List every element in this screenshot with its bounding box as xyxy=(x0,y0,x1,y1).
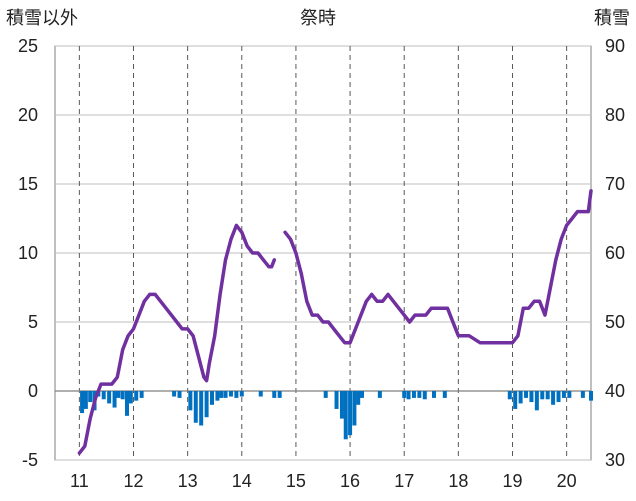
bar xyxy=(556,391,561,403)
bar-series xyxy=(80,391,593,440)
bar xyxy=(406,391,411,400)
x-tick-label: 16 xyxy=(340,471,360,491)
bar xyxy=(540,391,545,400)
bar xyxy=(343,391,348,440)
bar xyxy=(348,391,353,436)
bar xyxy=(518,391,523,404)
bar xyxy=(356,391,361,405)
bar xyxy=(580,391,585,398)
bar xyxy=(507,391,512,400)
bar xyxy=(193,391,198,423)
bar xyxy=(116,391,121,398)
y-left-tick-label: -5 xyxy=(22,450,38,470)
bar xyxy=(258,391,263,397)
bar xyxy=(177,391,182,398)
y-axis-left-label: 積雪以外 xyxy=(6,8,78,29)
bar xyxy=(239,391,244,397)
y-right-tick-label: 60 xyxy=(605,243,625,263)
bar xyxy=(107,391,112,404)
bar xyxy=(567,391,572,398)
bar xyxy=(120,391,125,400)
bar xyxy=(352,391,357,426)
x-tick-label: 12 xyxy=(123,471,143,491)
bar xyxy=(272,391,277,398)
y-axis-right-label: 積雪 xyxy=(594,8,630,29)
bar xyxy=(125,391,130,416)
bar xyxy=(417,391,422,398)
chart-title: 祭時 xyxy=(300,8,336,29)
x-tick-label: 14 xyxy=(232,471,252,491)
y-left-tick-label: 20 xyxy=(18,105,38,125)
bar xyxy=(534,391,539,411)
bar xyxy=(524,391,529,398)
x-tick-label: 17 xyxy=(394,471,414,491)
bar xyxy=(442,391,447,398)
bar xyxy=(139,391,144,398)
bar xyxy=(188,391,193,411)
line-series xyxy=(77,189,593,455)
y-right-tick-label: 70 xyxy=(605,174,625,194)
y-right-tick-label: 90 xyxy=(605,36,625,56)
bar xyxy=(210,391,215,405)
bar xyxy=(551,391,556,405)
y-left-tick-label: 25 xyxy=(18,36,38,56)
bar xyxy=(513,391,518,409)
bar xyxy=(112,391,117,408)
bar xyxy=(215,391,220,401)
bar xyxy=(101,391,106,400)
x-tick-label: 13 xyxy=(178,471,198,491)
tick-labels: 25 90 20 80 15 70 10 60 5 50 0 40 -5 30 11 12 13 14 15 16 17… xyxy=(18,36,625,491)
bar xyxy=(128,391,133,404)
bar xyxy=(411,391,416,398)
bar xyxy=(223,391,228,398)
y-right-tick-label: 40 xyxy=(605,381,625,401)
y-left-tick-label: 0 xyxy=(28,381,38,401)
bar xyxy=(339,391,344,419)
x-tick-label: 18 xyxy=(448,471,468,491)
series-line xyxy=(77,223,277,455)
bar xyxy=(228,391,233,397)
series-line xyxy=(283,189,593,345)
x-tick-label: 15 xyxy=(286,471,306,491)
bar xyxy=(134,391,139,401)
bar xyxy=(204,391,209,418)
bar xyxy=(359,391,364,398)
bar xyxy=(234,391,239,398)
bar xyxy=(431,391,436,398)
x-tick-label: 20 xyxy=(557,471,577,491)
y-left-tick-label: 10 xyxy=(18,243,38,263)
y-right-tick-label: 30 xyxy=(605,450,625,470)
y-right-tick-label: 50 xyxy=(605,312,625,332)
bar xyxy=(529,391,534,403)
bar xyxy=(402,391,407,398)
bar xyxy=(80,391,85,414)
bar xyxy=(277,391,282,398)
bar xyxy=(589,391,593,401)
bar xyxy=(323,391,328,398)
bar xyxy=(199,391,204,426)
y-right-tick-label: 80 xyxy=(605,105,625,125)
bar xyxy=(422,391,427,400)
x-tick-label: 19 xyxy=(502,471,522,491)
bar xyxy=(561,391,566,398)
bar xyxy=(219,391,224,398)
bar xyxy=(545,391,550,400)
bar xyxy=(377,391,382,398)
bar xyxy=(334,391,339,409)
bar xyxy=(83,391,88,409)
bar xyxy=(88,391,93,403)
y-left-tick-label: 5 xyxy=(28,312,38,332)
bar xyxy=(172,391,177,397)
y-left-tick-label: 15 xyxy=(18,174,38,194)
x-tick-label: 11 xyxy=(70,471,89,491)
